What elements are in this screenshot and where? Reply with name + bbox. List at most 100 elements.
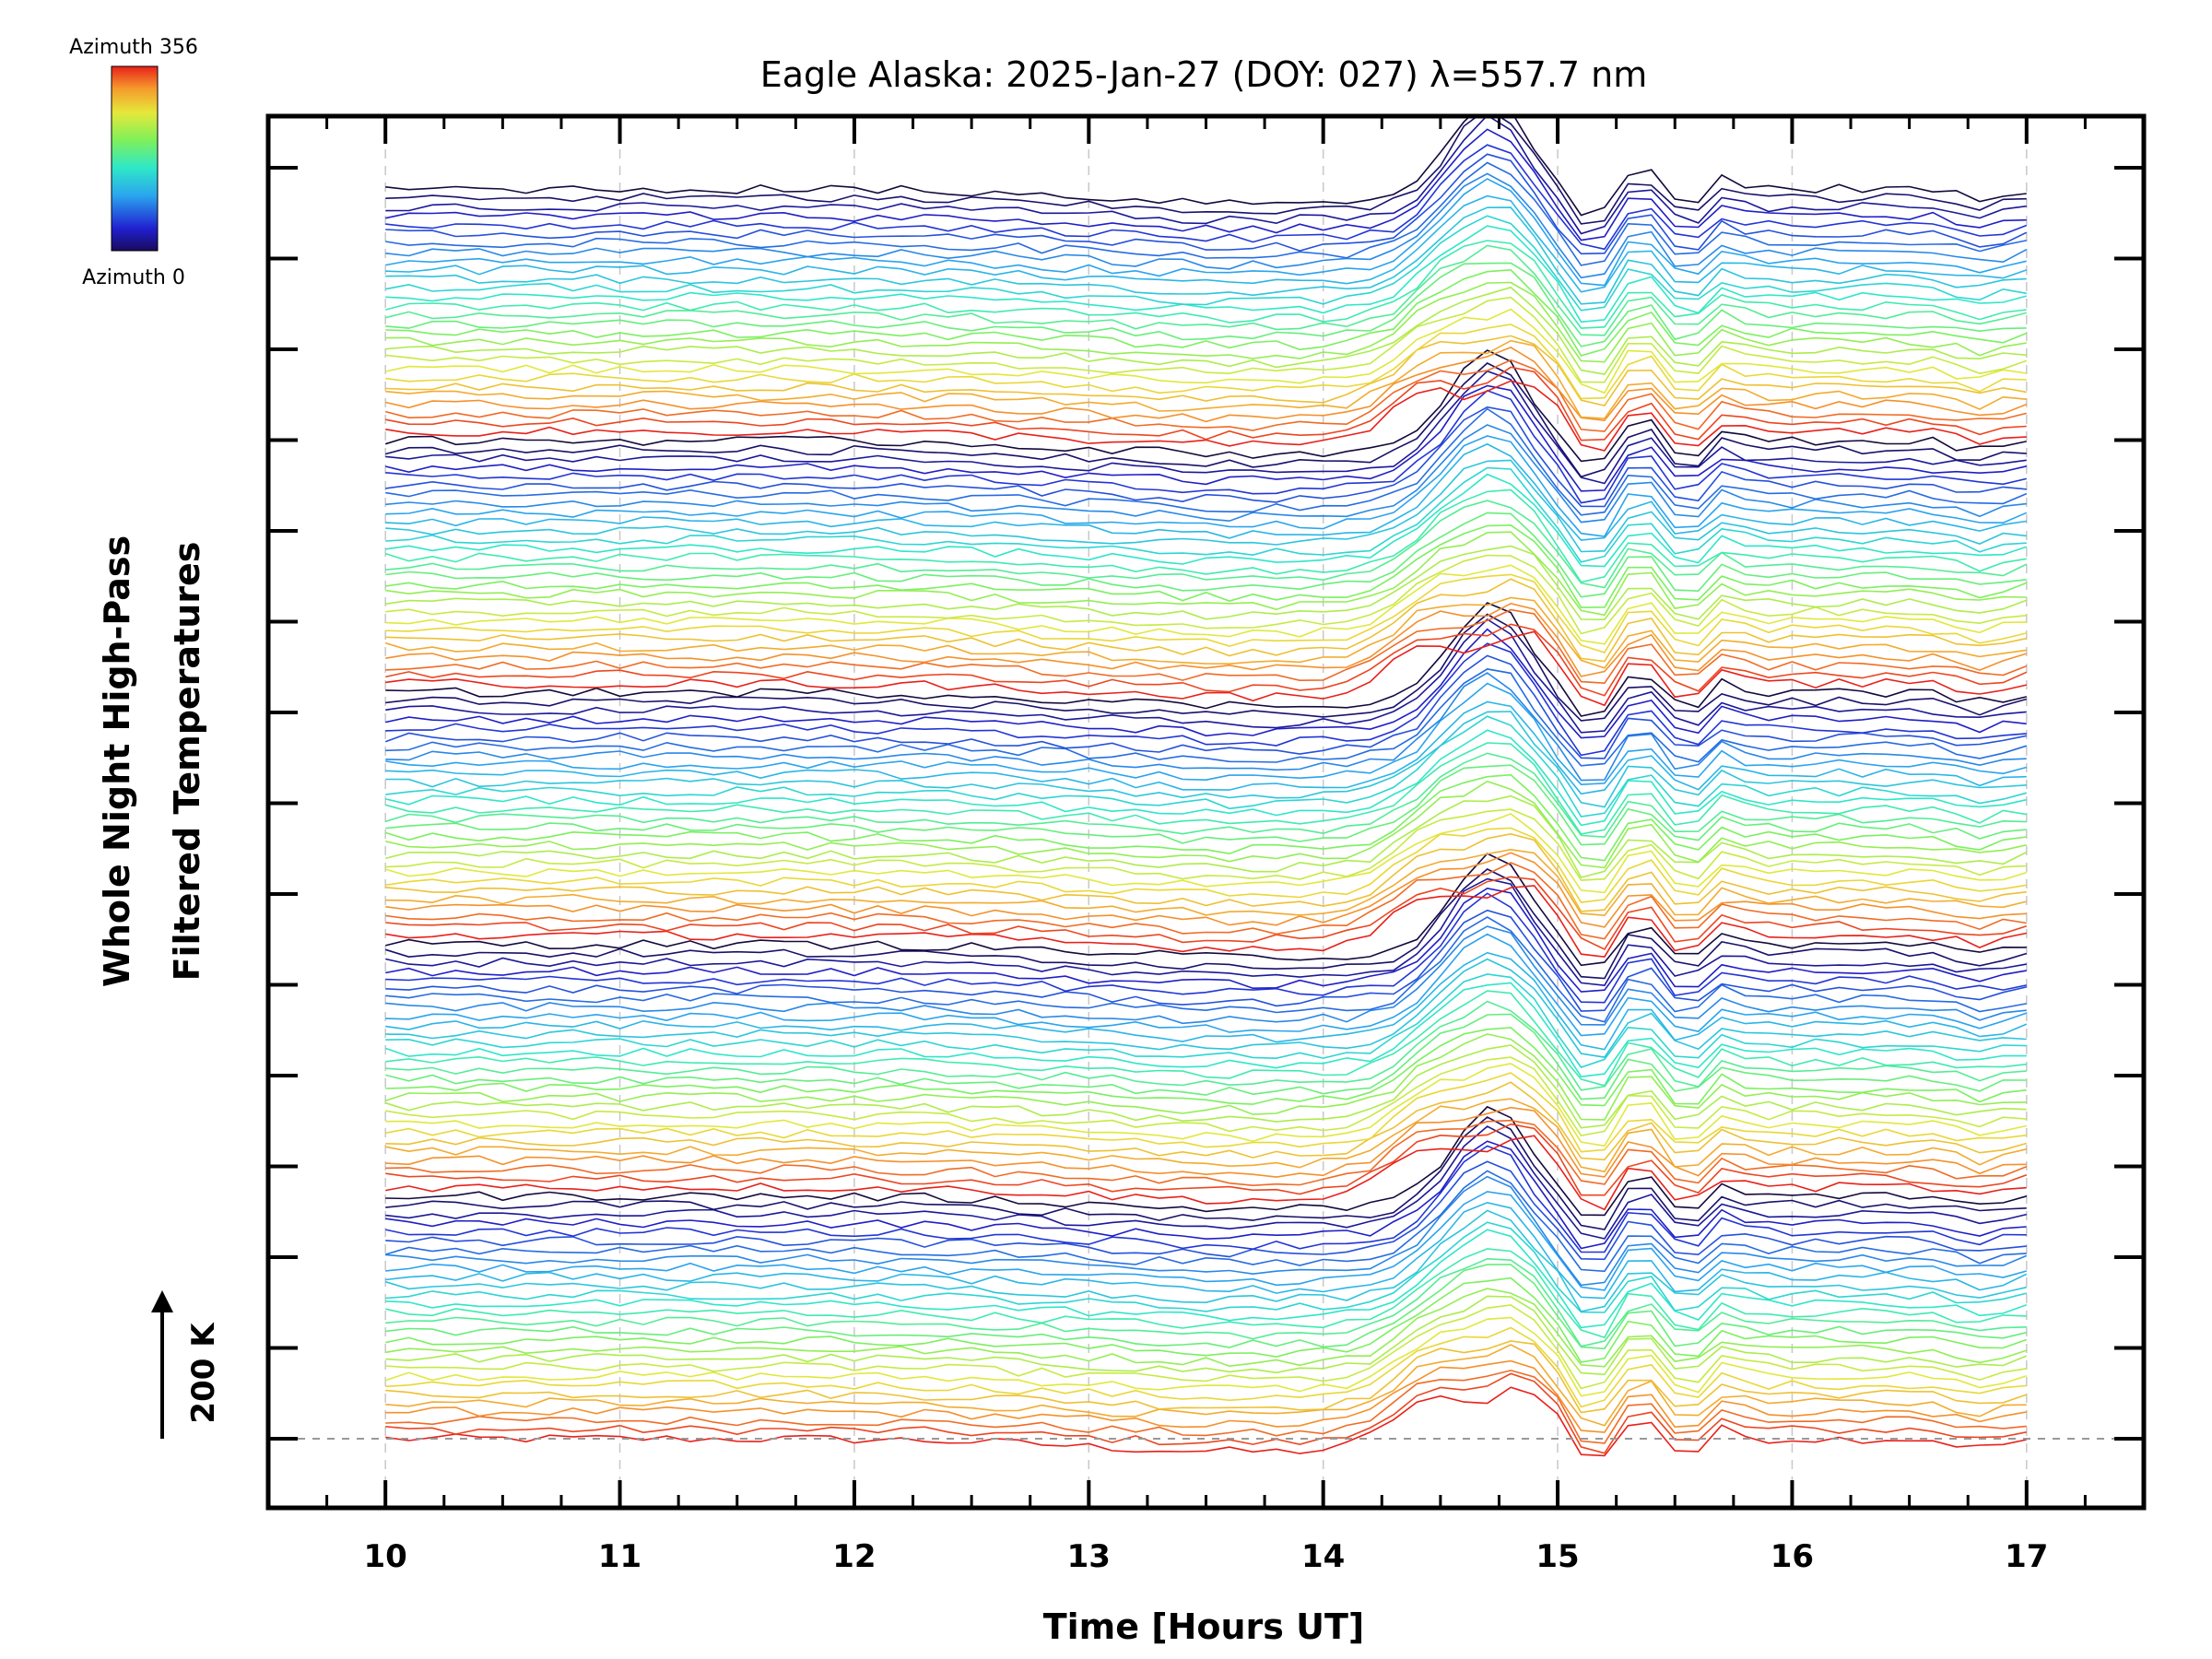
series-trace-57	[385, 876, 2028, 951]
series-trace-99	[385, 473, 2028, 568]
series-trace-56	[385, 885, 2027, 959]
series-trace-110	[384, 362, 2027, 478]
series-trace-10	[385, 1288, 2028, 1368]
series-trace-119	[385, 308, 2027, 394]
series-trace-127	[385, 225, 2028, 324]
series-trace-105	[385, 407, 2028, 516]
scale-bar-label: 200 K	[185, 1322, 222, 1424]
series-trace-46	[385, 951, 2028, 1051]
series-trace-77	[385, 668, 2028, 767]
series-trace-50	[385, 909, 2027, 1012]
series-trace-60	[385, 848, 2027, 917]
series-trace-83	[385, 602, 2027, 717]
series-trace-48	[385, 925, 2027, 1026]
series-trace-76	[385, 672, 2027, 782]
x-tick-labels: 10 11 12 13 14 15 16 17	[364, 1538, 2049, 1575]
series-trace-58	[385, 862, 2027, 940]
series-trace-42	[385, 990, 2027, 1087]
series-trace-138	[385, 116, 2027, 225]
series-trace-120	[385, 296, 2028, 383]
scale-bar-arrowhead	[151, 1290, 173, 1312]
series-trace-93	[385, 545, 2028, 621]
chart-title: Eagle Alaska: 2025-Jan-27 (DOY: 027) λ=5…	[760, 54, 1648, 95]
series-trace-86	[385, 608, 2028, 685]
series-trace-81	[385, 618, 2027, 734]
series-trace-27	[385, 1105, 2028, 1217]
series-trace-47	[385, 933, 2028, 1037]
series-trace-68	[385, 764, 2027, 846]
series-trace-1	[385, 1372, 2027, 1454]
series-trace-102	[385, 442, 2027, 541]
series-trace-40	[385, 1013, 2027, 1100]
series-trace-30	[385, 1119, 2028, 1187]
x-tick-label: 12	[832, 1538, 876, 1575]
series-trace-116	[385, 339, 2027, 419]
series-trace-114	[384, 359, 2027, 432]
series-trace-23	[385, 1145, 2027, 1253]
series-trace-129	[385, 206, 2027, 305]
series-trace-98	[384, 488, 2027, 583]
series-trace-24	[385, 1140, 2027, 1250]
series-trace-91	[385, 564, 2027, 645]
series-trace-43	[384, 982, 2027, 1078]
series-trace-41	[385, 1000, 2027, 1091]
series-trace-137	[385, 116, 2027, 235]
series-trace-28	[385, 1135, 2027, 1211]
x-tick-label: 10	[364, 1538, 407, 1575]
series-trace-82	[385, 613, 2028, 722]
series-trace-38	[384, 1033, 2027, 1121]
series-trace-130	[385, 194, 2028, 293]
series-trace-19	[385, 1191, 2028, 1291]
series-trace-139	[385, 116, 2027, 217]
series-trace-100	[385, 466, 2027, 563]
series-trace-21	[384, 1170, 2027, 1273]
series-trace-53	[385, 877, 2027, 987]
series-trace-123	[385, 268, 2028, 357]
series-trace-51	[385, 892, 2027, 1004]
colorbar-bottom-label: Azimuth 0	[82, 266, 185, 289]
series-trace-35	[385, 1063, 2027, 1147]
series-trace-103	[385, 435, 2028, 537]
series-trace-22	[385, 1160, 2027, 1261]
axis-ticks	[266, 116, 2146, 1508]
series-trace-55	[385, 853, 2027, 967]
series-trace-115	[385, 347, 2028, 423]
series-trace-3	[385, 1359, 2027, 1433]
series-trace-121	[385, 286, 2027, 375]
series-trace-97	[385, 500, 2028, 589]
series-trace-0	[385, 1386, 2027, 1457]
series-trace-122	[385, 281, 2027, 363]
series-trace-95	[385, 524, 2028, 608]
series-trace-25	[385, 1125, 2027, 1240]
series-trace-45	[385, 958, 2027, 1058]
y-axis-label-line2: Filtered Temperatures	[167, 542, 207, 982]
series-trace-96	[385, 512, 2027, 598]
series-trace-92	[385, 554, 2027, 635]
series-trace-66	[385, 780, 2027, 869]
series-trace-132	[385, 172, 2028, 279]
series-trace-133	[385, 161, 2027, 266]
series-trace-126	[384, 240, 2027, 329]
series-trace-125	[385, 244, 2027, 336]
series-trace-54	[384, 868, 2028, 980]
series-trace-31	[385, 1106, 2027, 1178]
series-trace-14	[385, 1248, 2027, 1339]
series-trace-113	[385, 366, 2027, 441]
series-trace-89	[385, 578, 2027, 663]
series-trace-8	[385, 1304, 2027, 1390]
series-trace-108	[385, 384, 2027, 492]
series-trace-15	[385, 1229, 2028, 1329]
series-trace-63	[384, 813, 2028, 894]
series-trace-49	[385, 916, 2027, 1023]
series-trace-109	[385, 370, 2027, 485]
series-trace-2	[385, 1370, 2027, 1444]
series-trace-18	[385, 1201, 2028, 1300]
series-trace-78	[384, 654, 2027, 759]
series-trace-59	[385, 852, 2027, 928]
x-tick-label: 17	[2005, 1538, 2048, 1575]
series-trace-128	[385, 215, 2027, 312]
series-trace-61	[385, 832, 2027, 912]
series-trace-13	[385, 1257, 2027, 1347]
series-trace-135	[385, 144, 2028, 251]
